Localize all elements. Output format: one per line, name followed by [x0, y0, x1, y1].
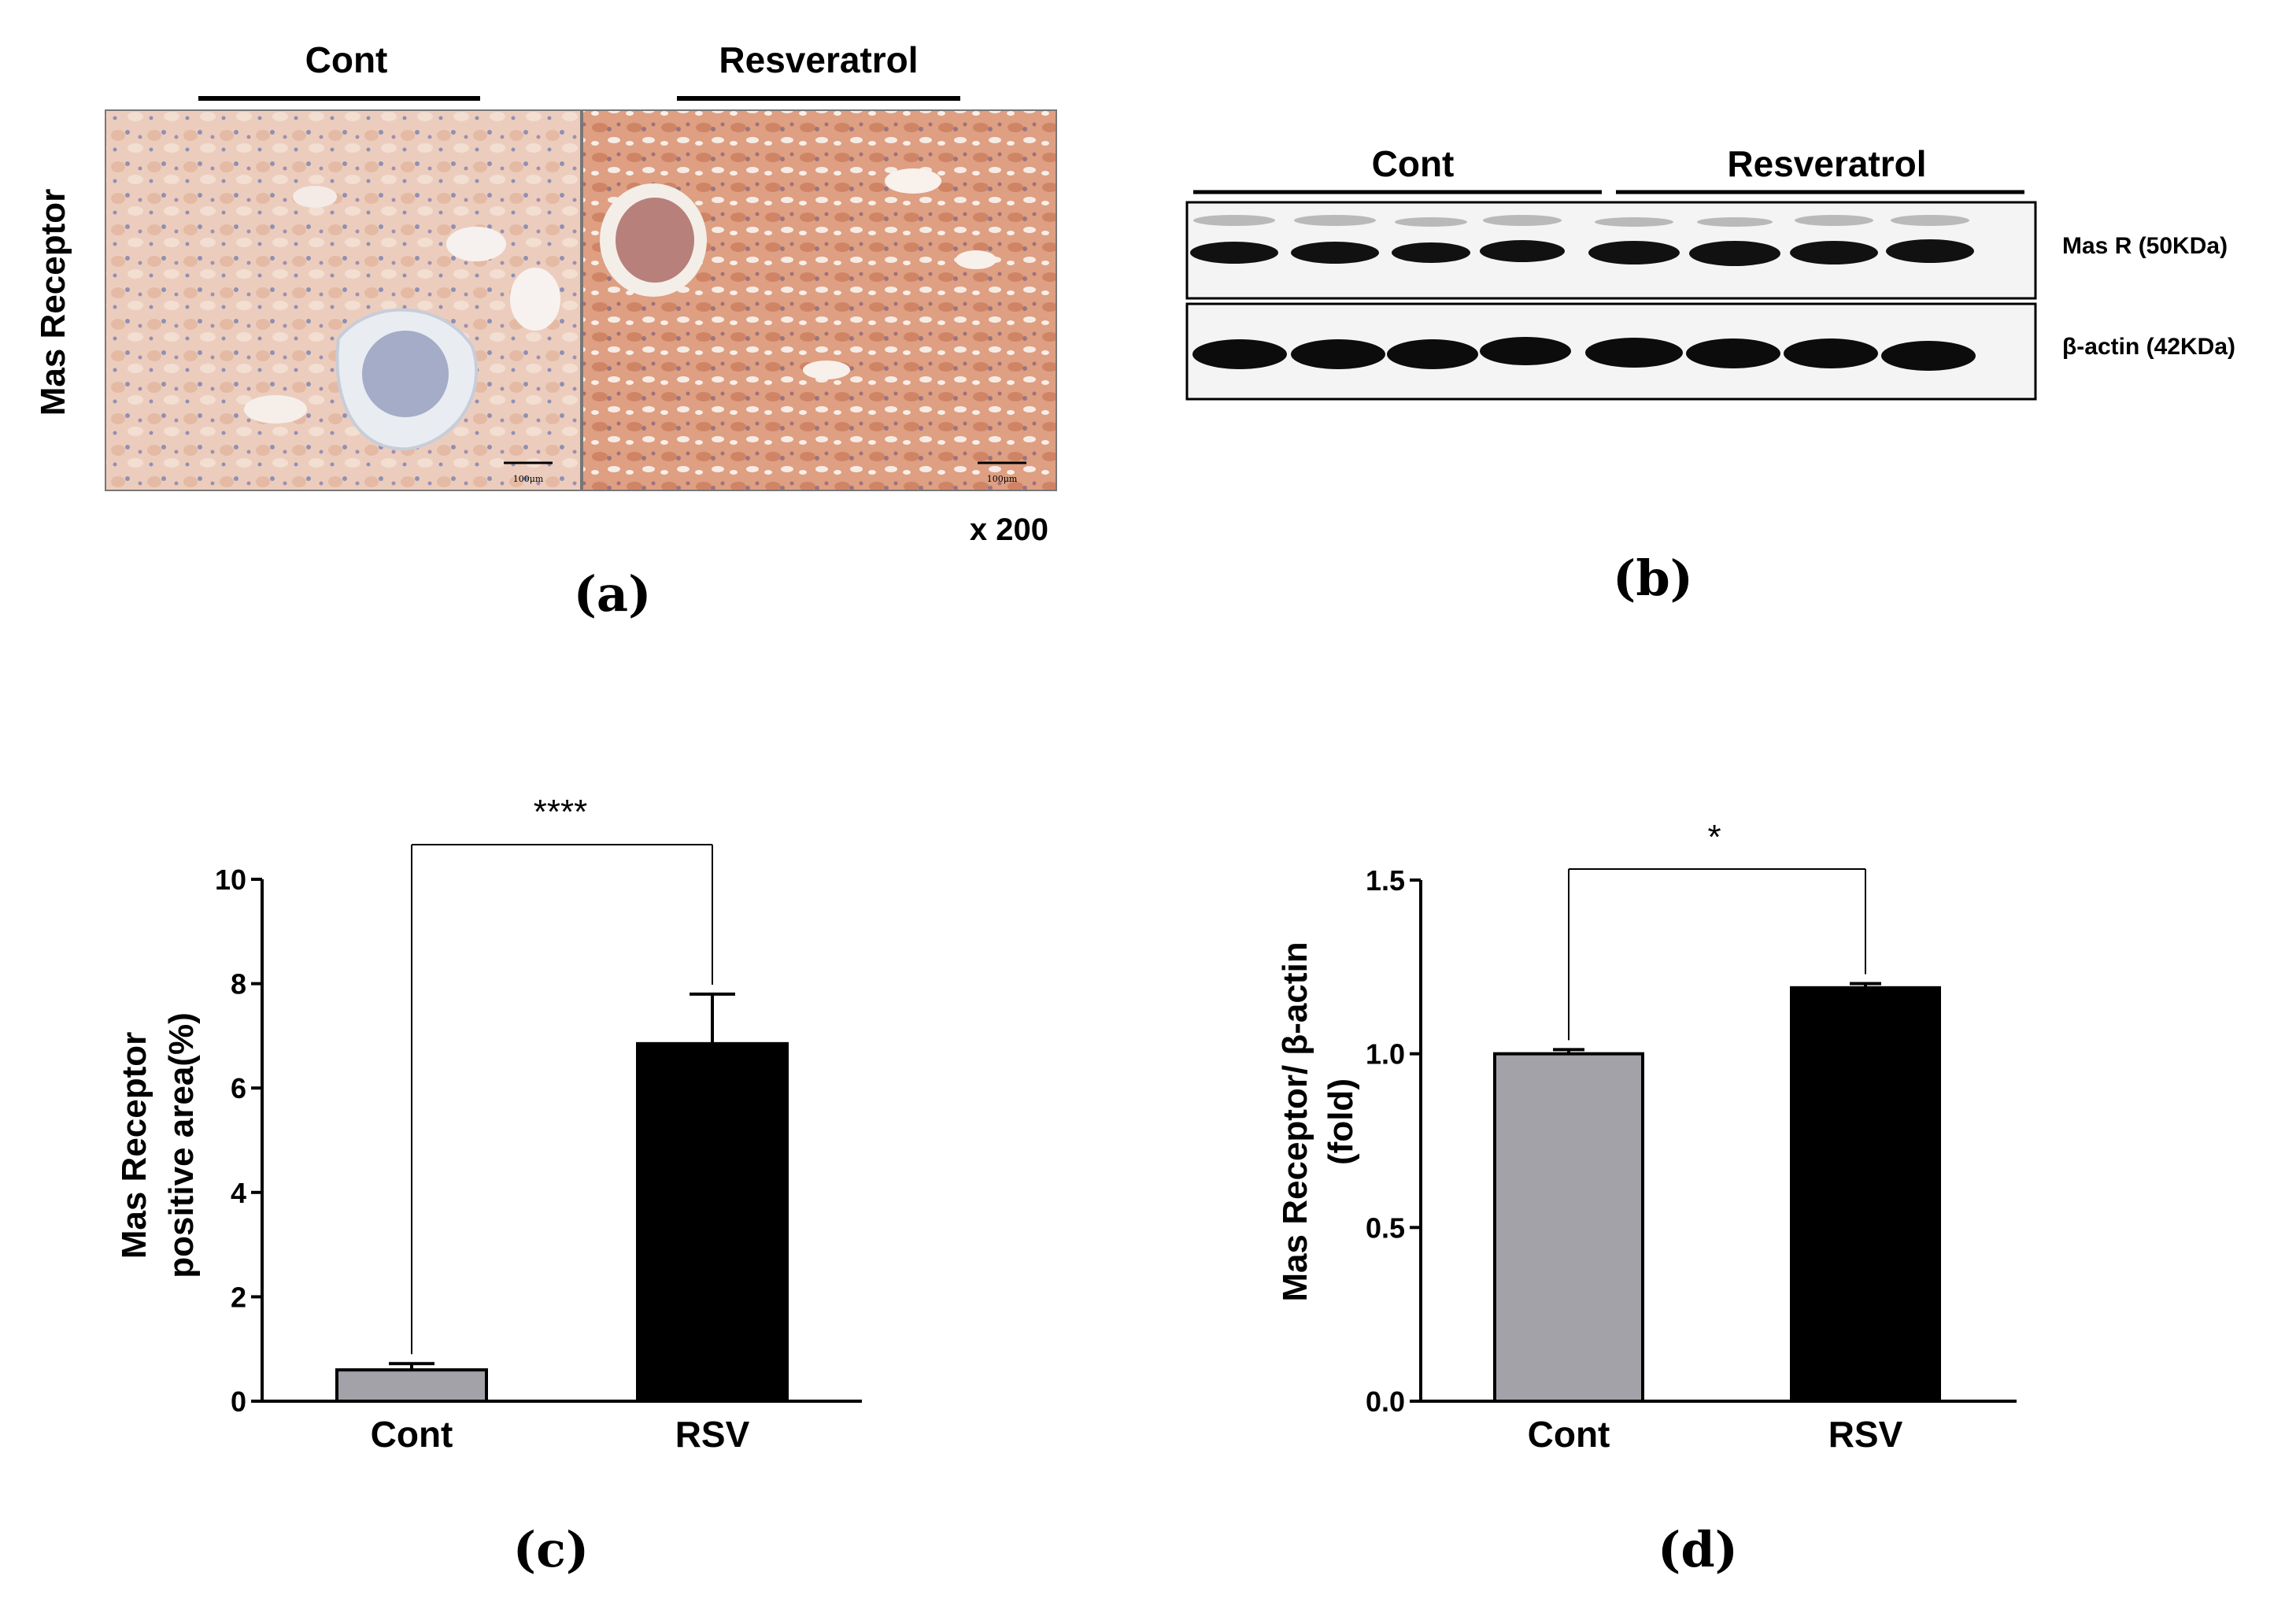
bar-rsv: [1790, 986, 1941, 1403]
blot-group-label-cont: Cont: [1372, 143, 1455, 184]
y-tick-label: 10: [215, 864, 246, 896]
chart-c-ylabel-line1: Mas Receptor: [115, 1032, 153, 1259]
category-label-cont: Cont: [1528, 1414, 1610, 1455]
caption-b: (b): [1613, 549, 1693, 607]
category-label-rsv: RSV: [675, 1414, 750, 1455]
chart-d-marks: 0.0 0.5 1.0 1.5 Cont RSV: [1366, 864, 2017, 1455]
y-tick-label: 4: [231, 1177, 246, 1209]
row-label-mas-receptor: Mas Receptor: [34, 189, 72, 416]
group-label-resveratrol: Resveratrol: [719, 39, 918, 80]
chart-d-significance: *: [1707, 818, 1721, 856]
category-label-rsv: RSV: [1828, 1414, 1903, 1455]
y-tick-label: 2: [231, 1281, 246, 1313]
y-tick-label: 1.0: [1366, 1038, 1405, 1071]
bar-cont: [1493, 1052, 1644, 1403]
y-tick-label: 1.5: [1366, 864, 1405, 897]
chart-d-ylabel-line2: (fold): [1322, 1078, 1360, 1165]
y-tick-label: 0: [231, 1385, 246, 1418]
category-label-cont: Cont: [371, 1414, 453, 1455]
y-tick-label: 6: [231, 1072, 246, 1104]
micrograph-resveratrol: 100μm: [582, 109, 1057, 491]
blot-beta-actin: [1185, 302, 2037, 401]
caption-c: (c): [513, 1521, 589, 1578]
y-tick-label: 8: [231, 968, 246, 1001]
chart-c-ylabel-line2: positive area(%): [162, 1012, 201, 1278]
scale-bar-label-resveratrol: 100μm: [987, 474, 1018, 484]
chart-c: 0 2 4 6 8 10 Cont RSV Mas Receptor positive are…: [115, 793, 862, 1578]
chart-c-marks: 0 2 4 6 8 10 Cont RSV: [215, 844, 862, 1455]
group-label-cont: Cont: [305, 39, 388, 80]
band-label-beta-actin: β-actin (42KDa): [2062, 334, 2235, 360]
chart-d: 0.0 0.5 1.0 1.5 Cont RSV Mas Receptor/ β-acti…: [1276, 818, 2017, 1578]
y-tick-label: 0.0: [1366, 1385, 1405, 1418]
caption-a: (a): [574, 565, 652, 623]
scale-bar-label-control: 100μm: [513, 474, 544, 484]
bar-rsv: [636, 1041, 789, 1403]
chart-c-significance: ****: [534, 793, 588, 831]
blot-group-label-resveratrol: Resveratrol: [1727, 143, 1926, 184]
micrograph-control: 100μm: [105, 109, 582, 491]
chart-d-ylabel-line1: Mas Receptor/ β-actin: [1276, 941, 1314, 1301]
caption-d: (d): [1658, 1521, 1738, 1578]
blot-mas-r: [1185, 201, 2037, 300]
bar-cont: [335, 1368, 488, 1403]
band-label-mas-r: Mas R (50KDa): [2062, 233, 2228, 259]
magnification-label: x 200: [970, 512, 1048, 547]
panel-a: Mas Receptor Cont Resveratrol 100μm: [34, 39, 1057, 623]
y-tick-label: 0.5: [1366, 1211, 1405, 1244]
panel-b: Cont Resveratrol: [1185, 143, 2235, 607]
